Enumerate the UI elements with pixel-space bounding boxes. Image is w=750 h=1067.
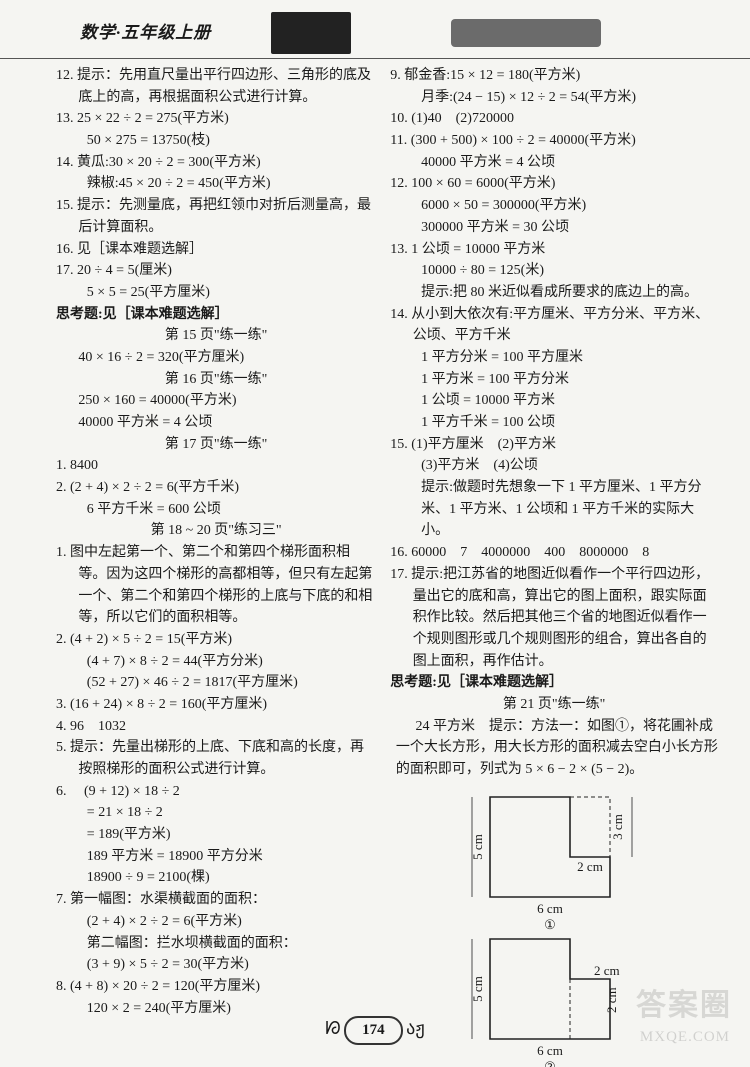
- book-title: 数学·五年级上册: [80, 20, 211, 46]
- r-11b: 40000 平方米 = 4 公顷: [390, 152, 718, 174]
- r-14e: 1 平方千米 = 100 公顷: [390, 412, 718, 434]
- ex3-3: 3. (16 + 24) × 8 ÷ 2 = 160(平方厘米): [56, 694, 376, 716]
- page-number: 174: [344, 1016, 403, 1045]
- ex3-7b: (2 + 4) × 2 ÷ 2 = 6(平方米): [56, 911, 376, 933]
- r-15b: (3)平方米 (4)公顷: [390, 455, 718, 477]
- item-16: 16. 见［课本难题选解］: [56, 239, 376, 261]
- r-14a: 14. 从小到大依次有:平方厘米、平方分米、平方米、公顷、平方千米: [390, 304, 718, 347]
- ex3-6e: 18900 ÷ 9 = 2100(棵): [56, 867, 376, 889]
- r-15a: 15. (1)平方厘米 (2)平方米: [390, 434, 718, 456]
- svg-text:2 cm: 2 cm: [594, 963, 620, 978]
- svg-text:2 cm: 2 cm: [604, 987, 619, 1013]
- svg-text:6 cm: 6 cm: [537, 901, 563, 916]
- r-10: 10. (1)40 (2)720000: [390, 108, 718, 130]
- p15-line: 40 × 16 ÷ 2 = 320(平方厘米): [56, 347, 376, 369]
- svg-text:3 cm: 3 cm: [610, 814, 625, 840]
- item-13b: 50 × 275 = 13750(枝): [56, 130, 376, 152]
- flourish-left-icon: ᘗ: [325, 1018, 340, 1038]
- r-16: 16. 60000 7 4000000 400 8000000 8: [390, 542, 718, 564]
- sec-p16: 第 16 页"练一练": [56, 369, 376, 391]
- r-13c: 提示:把 80 米近似看成所要求的底边上的高。: [390, 282, 718, 304]
- sec-p17: 第 17 页"练一练": [56, 434, 376, 456]
- p17-1: 1. 8400: [56, 455, 376, 477]
- p21-a: 24 平方米 提示：方法一：如图①，将花圃补成一个大长方形，用大长方形的面积减去…: [390, 716, 718, 781]
- svg-text:2 cm: 2 cm: [577, 859, 603, 874]
- svg-text:②: ②: [544, 1059, 556, 1067]
- r-15c: 提示:做题时先想象一下 1 平方厘米、1 平方分米、1 平方米、1 公顷和 1 …: [390, 477, 718, 542]
- sec-p18: 第 18 ~ 20 页"练习三": [56, 520, 376, 542]
- p17-2b: 6 平方千米 = 600 公顷: [56, 499, 376, 521]
- item-13a: 13. 25 × 22 ÷ 2 = 275(平方米): [56, 108, 376, 130]
- p16-b: 40000 平方米 = 4 公顷: [56, 412, 376, 434]
- r-11a: 11. (300 + 500) × 100 ÷ 2 = 40000(平方米): [390, 130, 718, 152]
- r-12a: 12. 100 × 60 = 6000(平方米): [390, 173, 718, 195]
- r-9b: 月季:(24 − 15) × 12 ÷ 2 = 54(平方米): [390, 87, 718, 109]
- r-9a: 9. 郁金香:15 × 12 = 180(平方米): [390, 65, 718, 87]
- watermark-url: MXQE.COM: [640, 1026, 730, 1049]
- r-14d: 1 公顷 = 10000 平方米: [390, 390, 718, 412]
- ex3-2b: (4 + 7) × 8 ÷ 2 = 44(平方分米): [56, 651, 376, 673]
- ex3-6c: = 189(平方米): [56, 824, 376, 846]
- watermark-text: 答案圈: [636, 983, 732, 1030]
- item-14b: 辣椒:45 × 20 ÷ 2 = 450(平方米): [56, 173, 376, 195]
- item-12: 12. 提示：先用直尺量出平行四边形、三角形的底及底上的高，再根据面积公式进行计…: [56, 65, 376, 108]
- header-logo: [271, 12, 351, 54]
- ex3-7a: 7. 第一幅图：水渠横截面的面积：: [56, 889, 376, 911]
- r-13b: 10000 ÷ 80 = 125(米): [390, 260, 718, 282]
- item-17a: 17. 20 ÷ 4 = 5(厘米): [56, 260, 376, 282]
- ex3-2c: (52 + 27) × 46 ÷ 2 = 1817(平方厘米): [56, 672, 376, 694]
- page-header: 数学·五年级上册: [0, 0, 750, 59]
- r-12b: 6000 × 50 = 300000(平方米): [390, 195, 718, 217]
- svg-text:①: ①: [544, 917, 556, 932]
- ex3-8a: 8. (4 + 8) × 20 ÷ 2 = 120(平方厘米): [56, 976, 376, 998]
- sec-p15: 第 15 页"练一练": [56, 325, 376, 347]
- r-17: 17. 提示:把江苏省的地图近似看作一个平行四边形，量出它的底和高，算出它的图上…: [390, 564, 718, 672]
- item-15: 15. 提示：先测量底，再把红领巾对折后测量高，最后计算面积。: [56, 195, 376, 238]
- r-14c: 1 平方米 = 100 平方分米: [390, 369, 718, 391]
- think-1: 思考题:见［课本难题选解］: [56, 304, 376, 326]
- content-columns: 12. 提示：先用直尺量出平行四边形、三角形的底及底上的高，再根据面积公式进行计…: [0, 59, 750, 1067]
- ex3-7c: 第二幅图：拦水坝横截面的面积：: [56, 933, 376, 955]
- ex3-2a: 2. (4 + 2) × 5 ÷ 2 = 15(平方米): [56, 629, 376, 651]
- item-17b: 5 × 5 = 25(平方厘米): [56, 282, 376, 304]
- ex3-4: 4. 96 1032: [56, 716, 376, 738]
- r-12c: 300000 平方米 = 30 公顷: [390, 217, 718, 239]
- ex3-6b: = 21 × 18 ÷ 2: [56, 802, 376, 824]
- right-column: 9. 郁金香:15 × 12 = 180(平方米) 月季:(24 − 15) ×…: [384, 65, 726, 1067]
- ex3-5: 5. 提示：先量出梯形的上底、下底和高的长度，再按照梯形的面积公式进行计算。: [56, 737, 376, 780]
- ex3-1: 1. 图中左起第一个、第二个和第四个梯形面积相等。因为这四个梯形的高都相等，但只…: [56, 542, 376, 629]
- ex3-6d: 189 平方米 = 18900 平方分米: [56, 846, 376, 868]
- p17-2a: 2. (2 + 4) × 2 ÷ 2 = 6(平方千米): [56, 477, 376, 499]
- r-14b: 1 平方分米 = 100 平方厘米: [390, 347, 718, 369]
- flourish-right-icon: აჟ: [406, 1018, 424, 1038]
- ex3-7d: (3 + 9) × 5 ÷ 2 = 30(平方米): [56, 954, 376, 976]
- p16-a: 250 × 160 = 40000(平方米): [56, 390, 376, 412]
- sec-p21: 第 21 页"练一练": [390, 694, 718, 716]
- left-column: 12. 提示：先用直尺量出平行四边形、三角形的底及底上的高，再根据面积公式进行计…: [56, 65, 384, 1067]
- item-14a: 14. 黄瓜:30 × 20 ÷ 2 = 300(平方米): [56, 152, 376, 174]
- r-13a: 13. 1 公顷 = 10000 平方米: [390, 239, 718, 261]
- header-decoration: [451, 19, 601, 47]
- ex3-6a: 6. (9 + 12) × 18 ÷ 2: [56, 781, 376, 803]
- think-2: 思考题:见［课本难题选解］: [390, 672, 718, 694]
